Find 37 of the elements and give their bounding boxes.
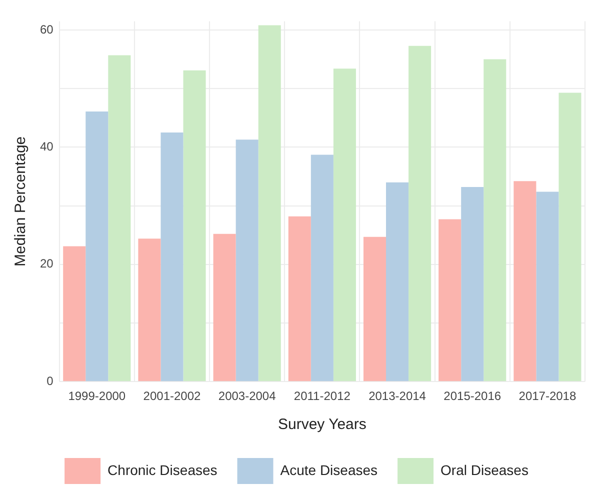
- bar: [183, 70, 206, 382]
- legend-label: Acute Diseases: [280, 462, 378, 478]
- x-tick-label: 2001-2002: [143, 389, 202, 404]
- bar: [160, 132, 184, 382]
- y-tick-label: 40: [40, 140, 54, 154]
- bar: [386, 182, 409, 382]
- x-tick-label: 2011-2012: [294, 389, 351, 404]
- x-axis-title: Survey Years: [278, 416, 366, 434]
- bar: [438, 219, 462, 382]
- x-tick-label: 2003-2004: [218, 389, 276, 404]
- bar: [408, 46, 432, 382]
- x-tick-label: 1999-2000: [68, 389, 126, 404]
- y-axis-title: Median Percentage: [12, 136, 30, 266]
- bar: [258, 25, 281, 382]
- legend-label: Chronic Diseases: [108, 462, 218, 478]
- bar: [108, 55, 131, 382]
- bar: [86, 111, 108, 382]
- bar: [461, 187, 484, 382]
- y-tick-label: 20: [40, 256, 54, 271]
- bar: [63, 246, 86, 382]
- bar: [236, 140, 258, 382]
- bar: [288, 216, 311, 382]
- x-tick-label: 2013-2014: [368, 389, 426, 404]
- bar: [138, 238, 161, 382]
- bar: [363, 236, 386, 382]
- bar: [310, 154, 334, 382]
- legend-label: Oral Diseases: [440, 462, 528, 478]
- bar: [558, 92, 582, 382]
- bar: [333, 68, 356, 382]
- bar: [514, 181, 536, 382]
- x-tick-label: 2017-2018: [518, 389, 576, 404]
- bar: [484, 59, 506, 382]
- bar: [213, 234, 236, 382]
- y-tick-label: 60: [40, 22, 54, 36]
- x-tick-label: 2015-2016: [444, 389, 502, 404]
- y-tick-label: 0: [46, 374, 54, 388]
- bar: [536, 192, 559, 382]
